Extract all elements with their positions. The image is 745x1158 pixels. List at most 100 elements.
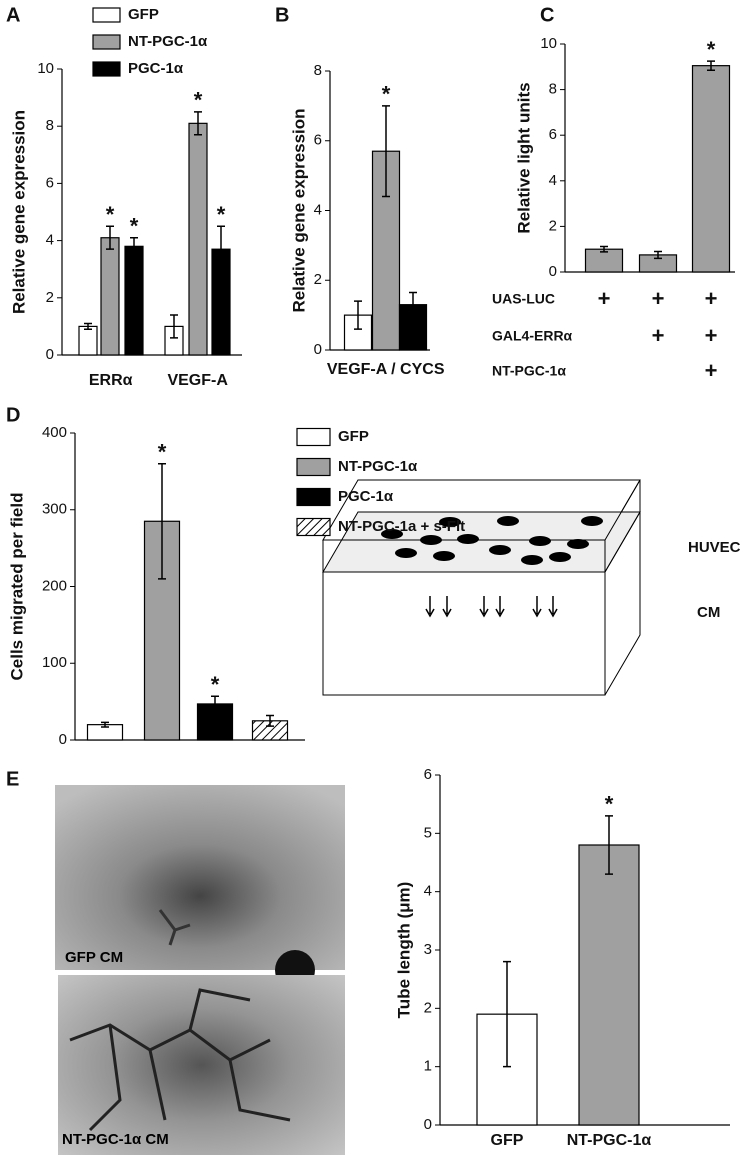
condition-mark: + bbox=[705, 323, 718, 348]
error-bar bbox=[382, 105, 390, 198]
y-tick-label: 10 bbox=[540, 35, 557, 52]
micrograph bbox=[58, 975, 345, 1155]
y-tick-label: 0 bbox=[314, 341, 322, 358]
diagram-label: HUVEC bbox=[688, 539, 741, 556]
y-tick-label: 0 bbox=[46, 346, 54, 363]
error-bar bbox=[130, 236, 138, 256]
y-tick-label: 4 bbox=[314, 201, 322, 218]
y-tick-label: 300 bbox=[42, 501, 67, 518]
panel-letter: D bbox=[6, 404, 20, 426]
legend-swatch bbox=[92, 61, 121, 77]
bar bbox=[476, 1013, 538, 1126]
condition-label: UAS-LUC bbox=[492, 291, 555, 307]
diagram-label: CM bbox=[697, 604, 720, 621]
y-tick-label: 4 bbox=[46, 232, 54, 249]
error-bar bbox=[106, 225, 114, 250]
error-bar bbox=[707, 60, 715, 71]
error-bar bbox=[170, 314, 178, 339]
panel-letter: A bbox=[6, 4, 20, 26]
y-tick-label: 8 bbox=[549, 81, 557, 98]
significance: * bbox=[605, 792, 614, 817]
significance: * bbox=[194, 88, 203, 113]
significance: * bbox=[106, 202, 115, 227]
y-tick-label: 6 bbox=[46, 174, 54, 191]
y-axis-label: Relative light units bbox=[514, 82, 533, 233]
error-bar bbox=[194, 111, 202, 136]
bar bbox=[188, 122, 208, 356]
condition-mark: + bbox=[598, 286, 611, 311]
y-tick-label: 2 bbox=[46, 289, 54, 306]
y-tick-label: 0 bbox=[59, 731, 67, 748]
micrograph-label: NT-PGC-1α CM bbox=[62, 1131, 169, 1148]
error-bar bbox=[503, 960, 511, 1068]
error-bar bbox=[101, 721, 109, 728]
error-bar bbox=[211, 695, 219, 713]
panel-letter: E bbox=[6, 768, 19, 790]
y-tick-label: 6 bbox=[549, 126, 557, 143]
significance: * bbox=[130, 214, 139, 239]
bar bbox=[578, 844, 640, 1126]
transwell-diagram bbox=[322, 479, 641, 696]
legend-label: GFP bbox=[128, 6, 159, 23]
y-tick-label: 5 bbox=[424, 824, 432, 841]
y-tick-label: 6 bbox=[314, 132, 322, 149]
y-tick-label: 8 bbox=[46, 117, 54, 134]
error-bar bbox=[600, 245, 608, 253]
micrograph-label: GFP CM bbox=[65, 949, 123, 966]
condition-mark: + bbox=[705, 286, 718, 311]
x-tick-label: ERRα bbox=[89, 372, 133, 389]
y-tick-label: 6 bbox=[424, 766, 432, 783]
y-tick-label: 10 bbox=[37, 60, 54, 77]
condition-mark: + bbox=[652, 323, 665, 348]
y-tick-label: 1 bbox=[424, 1058, 432, 1075]
y-axis-label: Relative gene expression bbox=[9, 110, 28, 314]
legend-swatch bbox=[296, 517, 331, 537]
panel-letter: B bbox=[275, 4, 289, 26]
bar bbox=[78, 325, 98, 356]
legend-label: PGC-1α bbox=[338, 488, 394, 505]
x-tick-label: VEGF-A / CYCS bbox=[327, 361, 445, 378]
y-axis-label: Relative gene expression bbox=[289, 108, 308, 312]
y-tick-label: 100 bbox=[42, 654, 67, 671]
significance: * bbox=[158, 440, 167, 465]
significance: * bbox=[382, 82, 391, 107]
x-tick-label: NT-PGC-1α bbox=[567, 1132, 652, 1149]
legend-swatch bbox=[296, 457, 331, 477]
legend-label: NT-PGC-1α bbox=[128, 33, 208, 50]
legend-label: NT-PGC-1α bbox=[338, 458, 418, 475]
significance: * bbox=[211, 672, 220, 697]
x-tick-label: VEGF-A bbox=[167, 372, 228, 389]
significance: * bbox=[707, 37, 716, 62]
bar bbox=[691, 65, 731, 273]
legend-swatch bbox=[92, 7, 121, 23]
error-bar bbox=[84, 322, 92, 331]
condition-mark: + bbox=[705, 358, 718, 383]
y-tick-label: 2 bbox=[549, 217, 557, 234]
error-bar bbox=[266, 714, 274, 727]
error-bar bbox=[354, 300, 362, 330]
y-tick-label: 4 bbox=[549, 172, 557, 189]
bar bbox=[100, 237, 120, 356]
panel-letter: C bbox=[540, 4, 554, 26]
y-tick-label: 8 bbox=[314, 62, 322, 79]
legend-swatch bbox=[296, 427, 331, 447]
y-tick-label: 2 bbox=[424, 999, 432, 1016]
condition-label: GAL4-ERRα bbox=[492, 328, 573, 344]
y-tick-label: 0 bbox=[424, 1116, 432, 1133]
x-tick-label: GFP bbox=[491, 1132, 524, 1149]
y-tick-label: 400 bbox=[42, 424, 67, 441]
error-bar bbox=[605, 815, 613, 875]
condition-label: NT-PGC-1α bbox=[492, 363, 566, 379]
legend-label: GFP bbox=[338, 428, 369, 445]
legend-label: PGC-1α bbox=[128, 60, 184, 77]
y-tick-label: 4 bbox=[424, 883, 432, 900]
error-bar bbox=[654, 250, 662, 260]
y-axis-label: Cells migrated per field bbox=[7, 493, 26, 681]
error-bar bbox=[217, 225, 225, 273]
y-tick-label: 0 bbox=[549, 263, 557, 280]
y-tick-label: 3 bbox=[424, 941, 432, 958]
error-bar bbox=[158, 462, 166, 580]
y-axis-label: Tube length (μm) bbox=[394, 882, 413, 1019]
y-tick-label: 200 bbox=[42, 577, 67, 594]
